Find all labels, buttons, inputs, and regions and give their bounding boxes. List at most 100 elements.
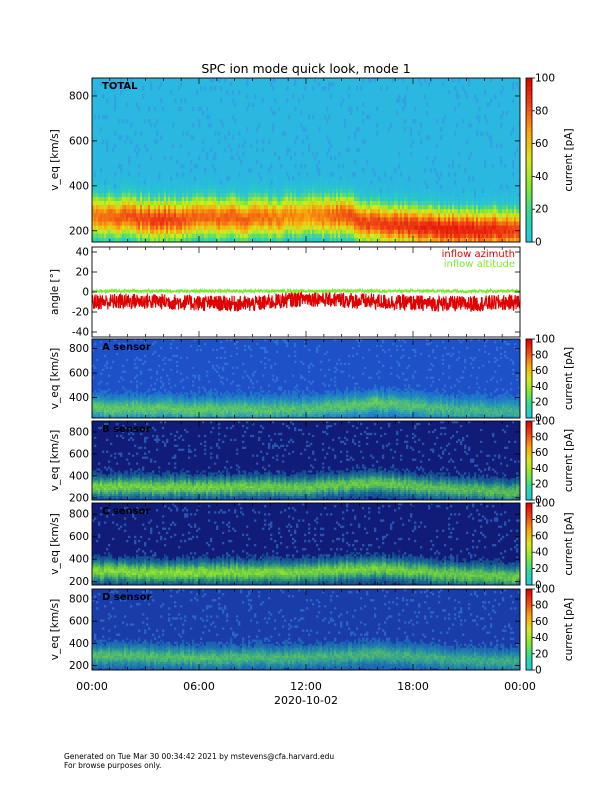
spectrogram-cell: [246, 107, 248, 111]
spectrogram-cell: [502, 213, 504, 217]
spectrogram-cell: [96, 402, 98, 404]
spectrogram-cell: [120, 400, 122, 402]
spectrogram-cell: [312, 234, 314, 238]
spectrogram-cell: [498, 209, 500, 213]
spectrogram-cell: [364, 197, 366, 201]
spectrogram-cell: [270, 230, 272, 234]
spectrogram-cell: [278, 209, 280, 213]
spectrogram-cell: [262, 189, 264, 193]
spectrogram-cell: [186, 217, 188, 221]
spectrogram-cell: [368, 230, 370, 234]
spectrogram-cell: [208, 176, 210, 180]
spectrogram-cell: [208, 408, 210, 410]
spectrogram-cell: [318, 226, 320, 230]
spectrogram-cell: [352, 217, 354, 221]
spectrogram-cell: [356, 189, 358, 193]
spectrogram-cell: [192, 398, 194, 400]
spectrogram-cell: [514, 205, 516, 209]
spectrogram-cell: [186, 131, 188, 135]
spectrogram-cell: [354, 189, 356, 193]
spectrogram-cell: [230, 414, 232, 416]
spectrogram-cell: [226, 189, 228, 193]
spectrogram-cell: [248, 222, 250, 226]
spectrogram-cell: [254, 230, 256, 234]
spectrogram-cell: [106, 390, 108, 392]
spectrogram-cell: [162, 369, 164, 371]
spectrogram-cell: [118, 222, 120, 226]
spectrogram-cell: [106, 213, 108, 217]
spectrogram-cell: [408, 213, 410, 217]
spectrogram-cell: [288, 148, 290, 152]
spectrogram-cell: [116, 217, 118, 221]
spectrogram-cell: [162, 222, 164, 226]
spectrogram-cell: [402, 193, 404, 197]
spectrogram-cell: [374, 217, 376, 221]
spectrogram-cell: [424, 168, 426, 172]
spectrogram-cell: [190, 230, 192, 234]
spectrogram-cell: [160, 193, 162, 197]
spectrogram-cell: [98, 400, 100, 402]
spectrogram-cell: [248, 402, 250, 404]
y-tick-label: 0: [82, 287, 89, 299]
spectrogram-cell: [166, 404, 168, 406]
spectrogram-cell: [120, 185, 122, 189]
spectrogram-cell: [136, 226, 138, 230]
spectrogram-cell: [294, 213, 296, 217]
spectrogram-cell: [400, 172, 402, 176]
spectrogram-cell: [190, 209, 192, 213]
spectrogram-cell: [390, 222, 392, 226]
spectrogram-cell: [96, 189, 98, 193]
spectrogram-cell: [146, 205, 148, 209]
spectrogram-cell: [262, 181, 264, 185]
spectrogram-cell: [194, 398, 196, 400]
spectrogram-cell: [488, 217, 490, 221]
spectrogram-cell: [486, 209, 488, 213]
spectrogram-cell: [142, 363, 144, 365]
spectrogram-cell: [338, 234, 340, 238]
spectrogram-cell: [216, 193, 218, 197]
spectrogram-cell: [238, 384, 240, 386]
spectrogram-cell: [294, 234, 296, 238]
spectrogram-cell: [264, 189, 266, 193]
spectrogram-cell: [190, 193, 192, 197]
spectrogram-cell: [192, 226, 194, 230]
spectrogram-cell: [190, 396, 192, 398]
spectrogram-cell: [210, 408, 212, 410]
spectrogram-cell: [144, 209, 146, 213]
spectrogram-cell: [440, 213, 442, 217]
spectrogram-cell: [284, 176, 286, 180]
spectrogram-cell: [254, 402, 256, 404]
spectrogram-cell: [204, 185, 206, 189]
spectrogram-cell: [376, 234, 378, 238]
spectrogram-cell: [186, 377, 188, 379]
spectrogram-cell: [250, 412, 252, 414]
spectrogram-cell: [340, 103, 342, 107]
spectrogram-cell: [398, 205, 400, 209]
spectrogram-cell: [320, 230, 322, 234]
spectrogram-cell: [408, 197, 410, 201]
spectrogram-cell: [190, 402, 192, 404]
spectrogram-cell: [278, 193, 280, 197]
spectrogram-cell: [232, 193, 234, 197]
spectrogram-cell: [94, 226, 96, 230]
spectrogram-cell: [314, 156, 316, 160]
spectrogram-cell: [134, 392, 136, 394]
spectrogram-cell: [514, 234, 516, 238]
spectrogram-cell: [236, 222, 238, 226]
spectrogram-cell: [172, 396, 174, 398]
spectrogram-cell: [258, 404, 260, 406]
spectrogram-cell: [158, 172, 160, 176]
spectrogram-cell: [184, 217, 186, 221]
spectrogram-cell: [184, 222, 186, 226]
spectrogram-cell: [140, 410, 142, 412]
spectrogram-cell: [240, 193, 242, 197]
spectrogram-cell: [440, 222, 442, 226]
spectrogram-cell: [440, 135, 442, 139]
spectrogram-cell: [364, 201, 366, 205]
colorbar-segment: [526, 222, 532, 227]
spectrogram-cell: [232, 209, 234, 213]
spectrogram-cell: [166, 209, 168, 213]
spectrogram-cell: [238, 408, 240, 410]
spectrogram-cell: [326, 226, 328, 230]
y-axis-label: angle [°]: [49, 269, 61, 315]
